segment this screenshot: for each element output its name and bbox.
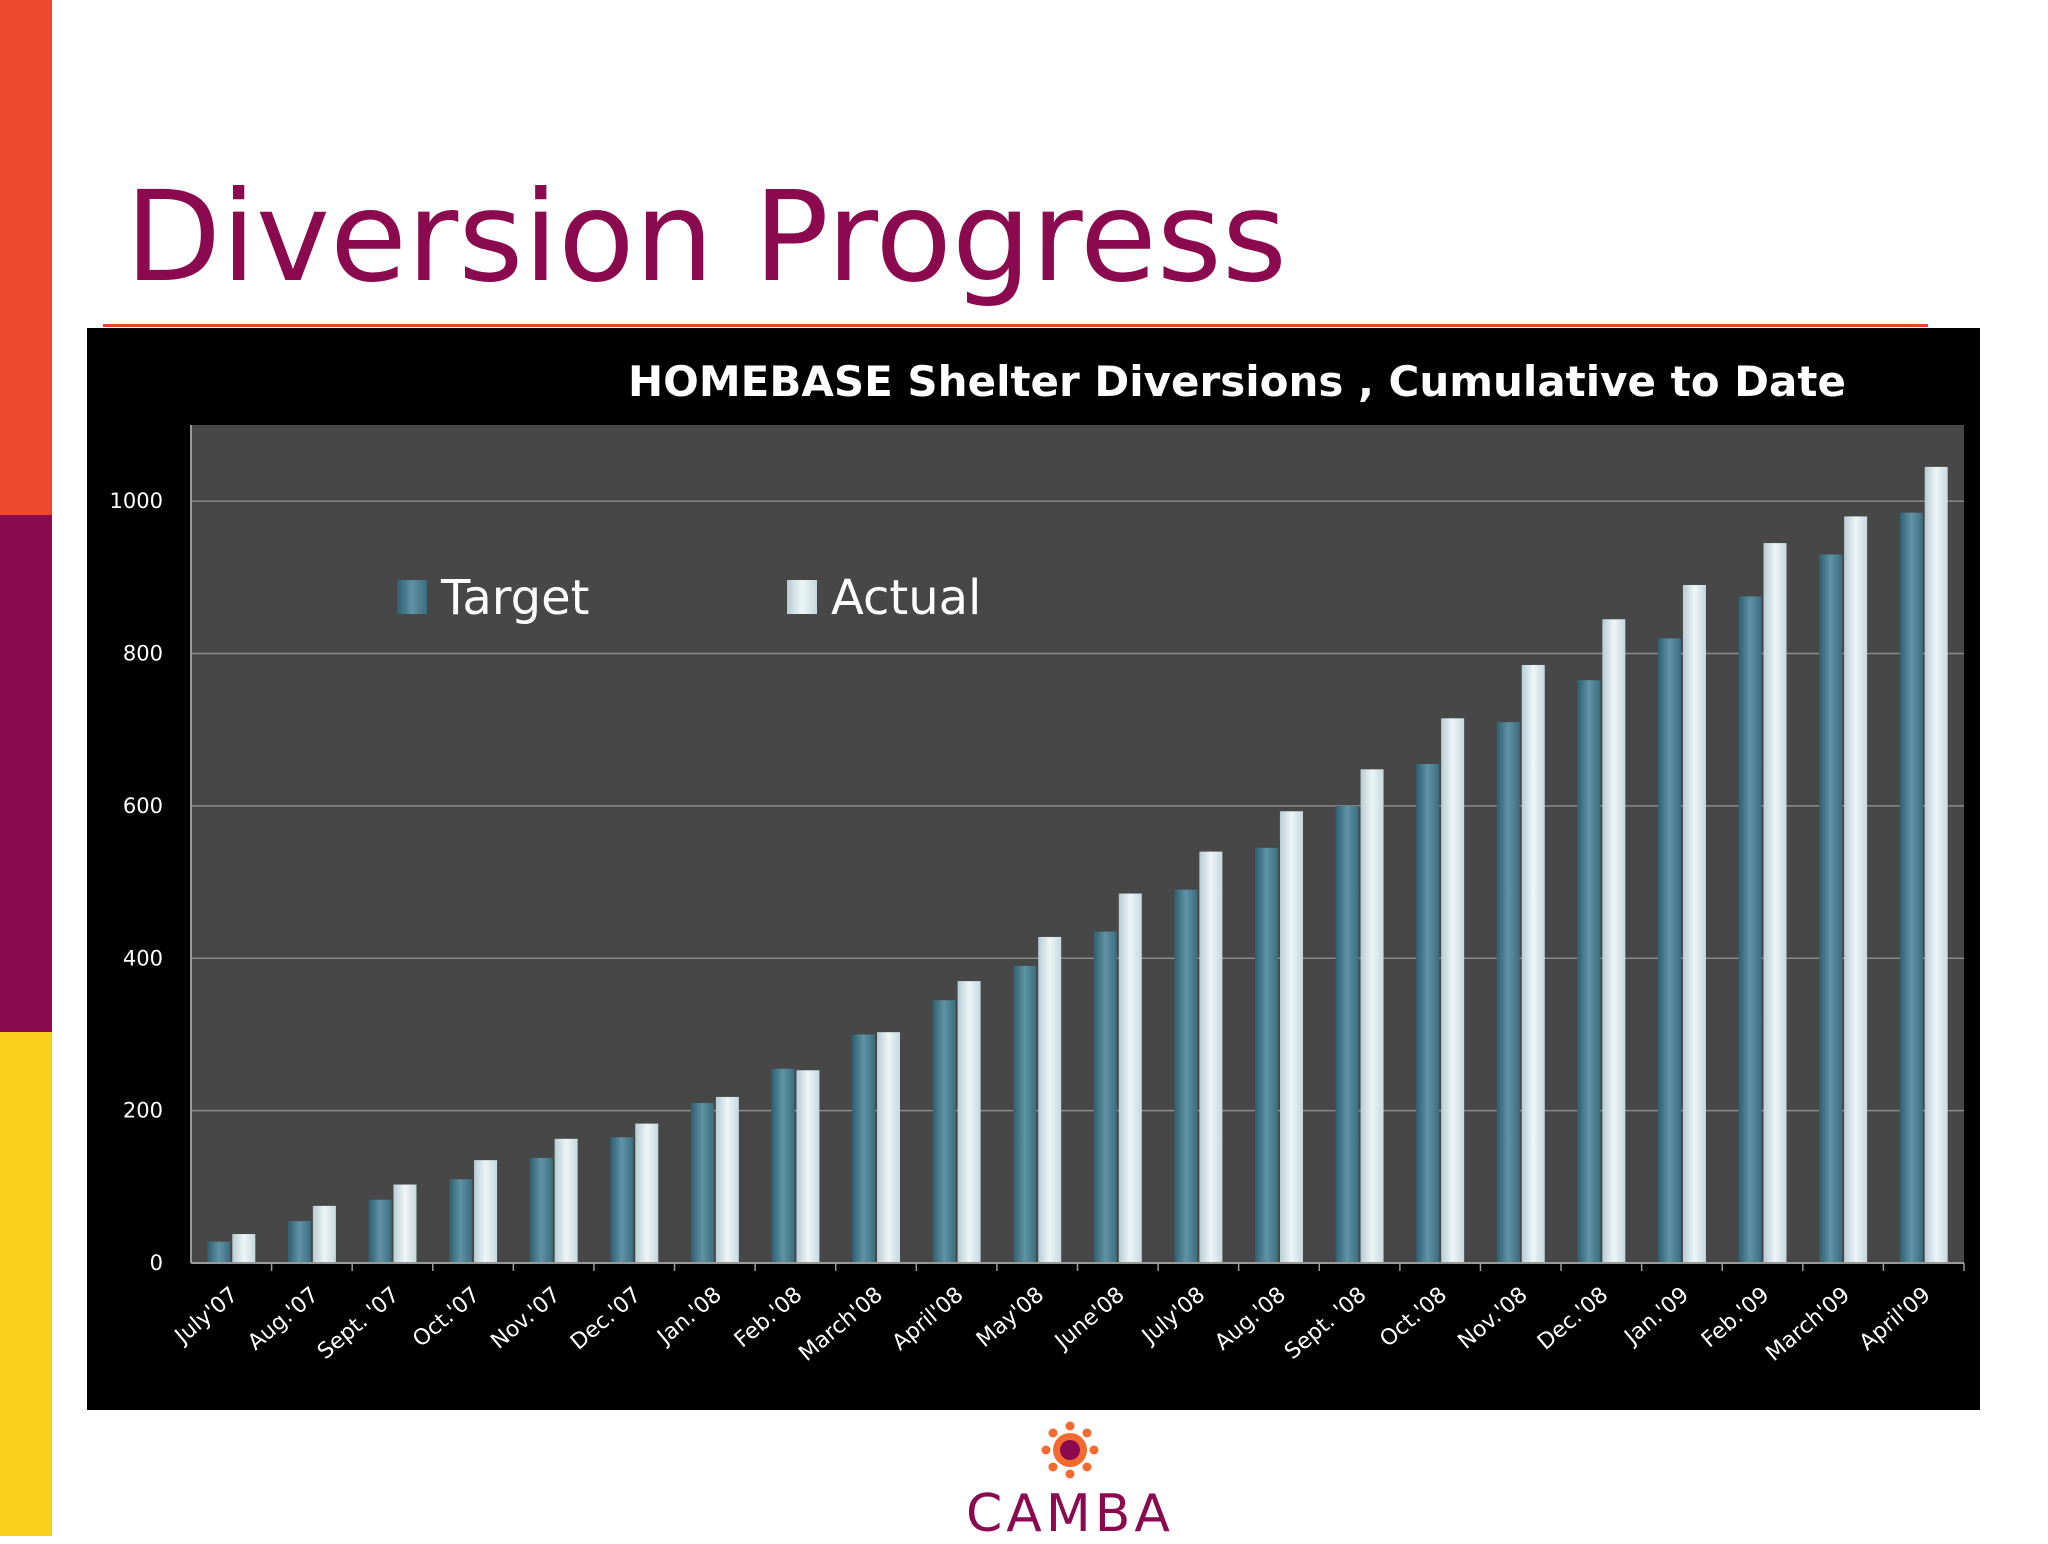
sun-logo-icon bbox=[1041, 1421, 1099, 1479]
actual-bar bbox=[1360, 769, 1384, 1263]
x-tick-label: June'08 bbox=[1049, 1282, 1129, 1355]
accent-stripe-orange bbox=[0, 0, 52, 515]
y-tick-label: 400 bbox=[123, 946, 163, 970]
title-underline bbox=[103, 324, 1928, 327]
target-bar bbox=[1254, 847, 1278, 1263]
target-bar bbox=[852, 1034, 876, 1263]
target-bar bbox=[690, 1103, 714, 1263]
chart-title: HOMEBASE Shelter Diversions , Cumulative… bbox=[628, 357, 1846, 406]
target-bar bbox=[529, 1157, 553, 1263]
target-bar bbox=[771, 1068, 795, 1263]
actual-bar bbox=[312, 1205, 336, 1263]
x-tick-label: Sept. '07 bbox=[313, 1282, 404, 1364]
actual-bar bbox=[1602, 619, 1626, 1263]
camba-logo: CAMBA bbox=[940, 1420, 1200, 1544]
actual-bar bbox=[1441, 718, 1465, 1263]
target-bar bbox=[368, 1199, 392, 1263]
legend-label: Actual bbox=[831, 570, 981, 626]
target-bar bbox=[1013, 965, 1037, 1263]
chart-frame: HOMEBASE Shelter Diversions , Cumulative… bbox=[87, 328, 1980, 1410]
x-tick-label: Dec.'08 bbox=[1533, 1282, 1613, 1355]
actual-bar bbox=[635, 1123, 659, 1263]
x-tick-label: Nov.'08 bbox=[1454, 1282, 1533, 1354]
x-tick-label: Dec.'07 bbox=[566, 1282, 646, 1355]
actual-bar bbox=[1038, 936, 1062, 1263]
x-tick-label: April'08 bbox=[888, 1282, 969, 1355]
x-tick-label: Feb.'08 bbox=[730, 1282, 807, 1353]
x-tick-label: March'09 bbox=[1761, 1282, 1855, 1366]
legend-label: Target bbox=[440, 570, 590, 626]
x-tick-label: April'09 bbox=[1855, 1282, 1936, 1355]
x-tick-label: Nov.'07 bbox=[486, 1282, 565, 1354]
target-bar bbox=[1174, 889, 1198, 1263]
target-bar bbox=[610, 1137, 634, 1263]
y-tick-label: 200 bbox=[123, 1099, 163, 1123]
actual-bar bbox=[1924, 466, 1948, 1263]
target-bar bbox=[1657, 638, 1681, 1263]
actual-bar bbox=[1199, 851, 1223, 1263]
target-bar bbox=[1577, 680, 1601, 1263]
x-tick-label: March'08 bbox=[794, 1282, 888, 1366]
legend-swatch bbox=[787, 580, 817, 614]
slide-title: Diversion Progress bbox=[125, 165, 1287, 310]
target-bar bbox=[1416, 764, 1440, 1263]
target-bar bbox=[449, 1179, 473, 1263]
x-tick-label: Jan.'08 bbox=[652, 1282, 727, 1351]
target-bar bbox=[1335, 805, 1359, 1263]
actual-bar bbox=[715, 1096, 739, 1263]
target-bar bbox=[1496, 722, 1520, 1263]
actual-bar bbox=[957, 981, 981, 1263]
y-tick-label: 600 bbox=[123, 794, 163, 818]
logo-wordmark: CAMBA bbox=[966, 1484, 1174, 1544]
actual-bar bbox=[393, 1184, 417, 1263]
y-tick-label: 0 bbox=[150, 1251, 163, 1275]
accent-stripe-yellow bbox=[0, 1032, 52, 1536]
actual-bar bbox=[1844, 516, 1868, 1263]
x-tick-label: Oct.'08 bbox=[1375, 1282, 1452, 1352]
x-tick-label: Aug.'07 bbox=[243, 1282, 323, 1355]
actual-bar bbox=[877, 1032, 901, 1263]
y-tick-label: 1000 bbox=[110, 489, 163, 513]
target-bar bbox=[932, 1000, 956, 1263]
actual-bar bbox=[1763, 543, 1787, 1263]
actual-bar bbox=[1521, 664, 1545, 1263]
target-bar bbox=[1899, 512, 1923, 1263]
actual-bar bbox=[1279, 811, 1303, 1263]
actual-bar bbox=[474, 1160, 498, 1263]
legend-swatch bbox=[397, 580, 427, 614]
x-tick-label: Jan.'09 bbox=[1619, 1282, 1694, 1351]
x-tick-label: July'08 bbox=[1136, 1282, 1210, 1350]
target-bar bbox=[1819, 554, 1843, 1263]
actual-bar bbox=[232, 1234, 256, 1263]
actual-bar bbox=[554, 1138, 578, 1263]
x-tick-label: Feb.'09 bbox=[1697, 1282, 1774, 1353]
x-tick-label: July'07 bbox=[169, 1282, 243, 1350]
y-tick-label: 800 bbox=[123, 642, 163, 666]
target-bar bbox=[1093, 931, 1117, 1263]
x-tick-label: Aug.'08 bbox=[1210, 1282, 1290, 1355]
target-bar bbox=[1738, 596, 1762, 1263]
target-bar bbox=[207, 1241, 231, 1263]
x-tick-label: May'08 bbox=[972, 1282, 1049, 1352]
accent-stripe-magenta bbox=[0, 515, 52, 1032]
actual-bar bbox=[1682, 584, 1706, 1263]
bar-chart: HOMEBASE Shelter Diversions , Cumulative… bbox=[110, 357, 1965, 1367]
actual-bar bbox=[796, 1070, 820, 1263]
x-tick-label: Oct.'07 bbox=[408, 1282, 485, 1352]
target-bar bbox=[287, 1221, 311, 1263]
x-tick-label: Sept. '08 bbox=[1280, 1282, 1371, 1364]
actual-bar bbox=[1118, 893, 1142, 1263]
